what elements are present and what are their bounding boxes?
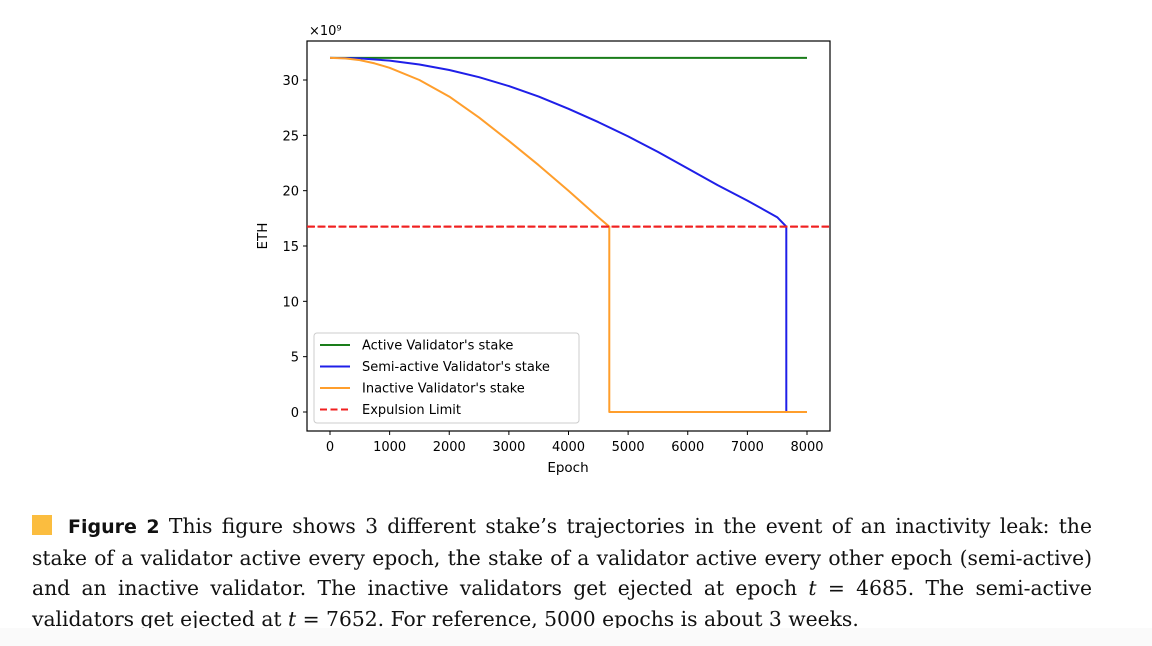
x-tick-label: 8000: [790, 440, 823, 455]
x-tick-label: 0: [326, 440, 334, 455]
caption-text-2: = 4685. The semi-active validators get e…: [32, 576, 1092, 632]
legend-label: Active Validator's stake: [362, 339, 513, 354]
figure-label: Figure 2: [68, 516, 160, 538]
x-tick-label: 7000: [731, 440, 764, 455]
x-tick-label: 4000: [552, 440, 585, 455]
caption-text-1: This figure shows 3 different stake’s tr…: [32, 514, 1092, 601]
legend-box: [313, 332, 580, 424]
x-tick-label: 1000: [373, 440, 406, 455]
y-tick-label: 20: [282, 185, 299, 200]
series-layer: [307, 56, 830, 413]
y-multiplier: ×10⁹: [309, 24, 342, 39]
x-axis-label: Epoch: [547, 460, 588, 476]
legend-label: Inactive Validator's stake: [362, 382, 525, 397]
y-axis-ticks: 0 5 10 15 20 25 30: [282, 74, 307, 421]
legend: Active Validator's stake Semi-active Vali…: [313, 332, 580, 424]
caption-text-3: = 7652. For reference, 5000 epochs is ab…: [296, 607, 859, 632]
legend-item: Expulsion Limit: [320, 403, 461, 418]
x-tick-label: 6000: [671, 440, 704, 455]
y-axis-label: ETH: [255, 223, 271, 250]
legend-label: Semi-active Validator's stake: [362, 360, 550, 375]
y-tick-label: 0: [291, 406, 299, 421]
legend-item: Inactive Validator's stake: [320, 382, 525, 397]
x-tick-label: 2000: [433, 440, 466, 455]
stake-trajectory-chart: 0 1000 2000 3000 4000 5000 6000 7000 8000 0 5 10 15…: [255, 24, 831, 476]
legend-item: Active Validator's stake: [320, 339, 513, 354]
caption-math-t1: t: [808, 576, 817, 601]
y-tick-label: 5: [291, 351, 299, 366]
caption-math-t2: t: [288, 607, 297, 632]
y-tick-label: 30: [282, 74, 299, 89]
y-tick-label: 15: [282, 240, 299, 255]
caption-marker-icon: [32, 515, 52, 535]
series-line-inactive-validator-s-stake: [329, 56, 807, 413]
y-tick-label: 10: [282, 295, 299, 310]
x-tick-label: 5000: [612, 440, 645, 455]
y-tick-label: 25: [282, 129, 299, 144]
page-footer-strip: [0, 628, 1152, 646]
legend-item: Semi-active Validator's stake: [320, 360, 550, 375]
x-tick-label: 3000: [492, 440, 525, 455]
legend-label: Expulsion Limit: [362, 403, 461, 418]
figure-caption: Figure 2 This figure shows 3 different s…: [32, 511, 1092, 635]
x-axis-ticks: 0 1000 2000 3000 4000 5000 6000 7000 8000: [326, 431, 824, 455]
series-line-semi-active-validator-s-stake: [329, 56, 807, 413]
